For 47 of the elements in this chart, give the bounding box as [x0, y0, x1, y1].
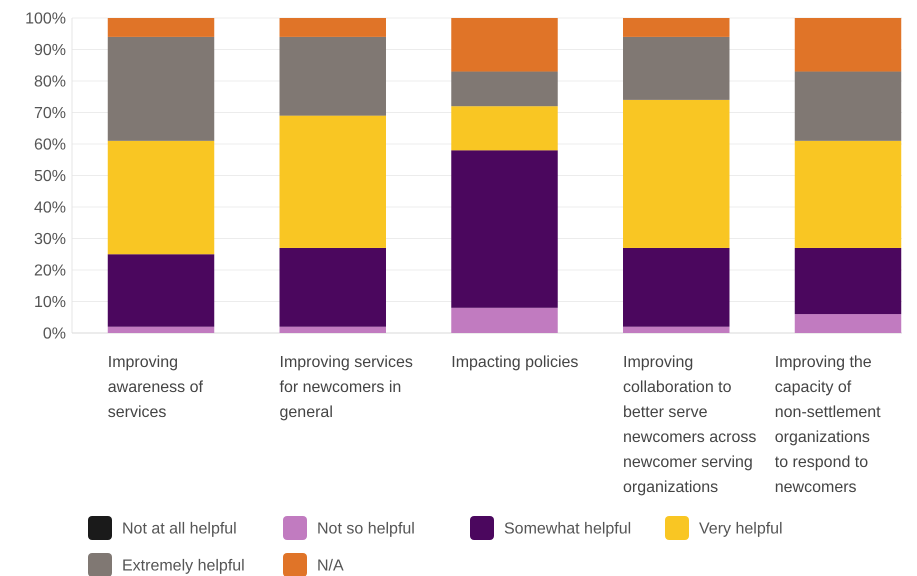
bar	[451, 106, 558, 150]
bar	[280, 326, 386, 333]
legend-label: Extremely helpful	[122, 558, 245, 575]
x-tick-label: Improving awareness of services	[108, 354, 204, 421]
bar	[451, 72, 558, 106]
legend-label: Not at all helpful	[122, 520, 237, 538]
y-tick-label: 90%	[34, 42, 66, 60]
legend-label: N/A	[317, 558, 344, 575]
y-tick-label: 60%	[34, 136, 66, 154]
y-tick-label: 70%	[34, 105, 66, 122]
y-tick-label: 30%	[34, 231, 66, 248]
bar	[794, 140, 902, 248]
bar	[280, 116, 386, 248]
bar	[623, 248, 730, 327]
bar	[623, 100, 730, 248]
bar	[108, 326, 214, 333]
legend-label: Not so helpful	[317, 520, 415, 538]
bar	[794, 248, 902, 314]
y-tick-label: 100%	[25, 10, 66, 28]
y-tick-label: 20%	[34, 262, 66, 280]
x-tick-label: Improving collaboration to better serve newcomers across newcomer serving organizations	[623, 354, 756, 496]
bar	[623, 326, 730, 333]
bar	[794, 314, 902, 333]
y-tick-label: 80%	[34, 74, 66, 91]
bar	[108, 140, 214, 254]
y-tick-label: 40%	[34, 200, 66, 217]
bar	[280, 36, 386, 116]
bar	[108, 36, 214, 141]
bar	[794, 72, 902, 141]
legend-label: Somewhat helpful	[504, 520, 632, 538]
legend-label: Very helpful	[699, 520, 783, 538]
bar	[108, 254, 214, 327]
y-tick-label: 0%	[42, 326, 66, 343]
x-tick-label: Improving the capacity of non-settlement organizations to respond to newcomers	[774, 354, 882, 496]
bar	[451, 18, 558, 72]
bar	[451, 150, 558, 308]
y-tick-label: 50%	[34, 168, 66, 186]
bar	[451, 308, 558, 333]
y-tick-label: 10%	[34, 294, 66, 312]
bar	[794, 18, 902, 72]
bar	[280, 18, 386, 37]
bar	[623, 36, 730, 100]
bar	[108, 18, 214, 37]
x-tick-label: Improving services for newcomers in general	[280, 354, 413, 421]
x-tick-label: Impacting policies	[451, 354, 578, 371]
bar	[623, 18, 730, 37]
bar	[280, 248, 386, 327]
